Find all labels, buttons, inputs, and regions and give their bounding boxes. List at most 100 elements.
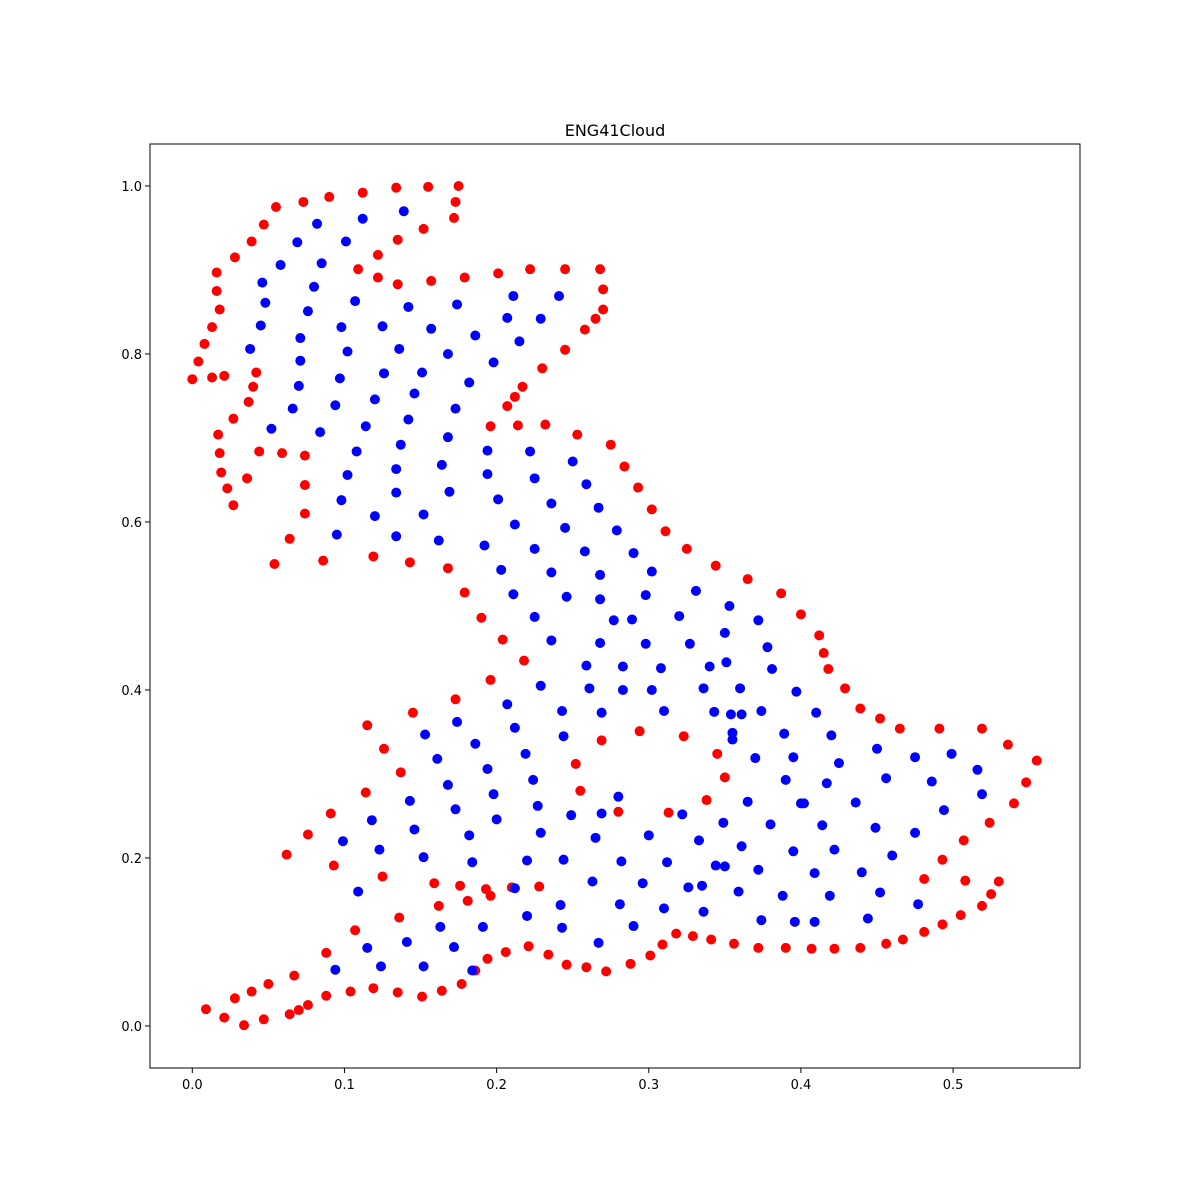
point-s1-191: [409, 824, 420, 835]
point-s1-64: [331, 529, 342, 540]
point-s1-79: [646, 566, 657, 577]
point-s1-218: [809, 916, 820, 927]
point-s0-20: [248, 381, 259, 392]
point-s0-177: [534, 881, 545, 892]
point-s0-57: [350, 925, 361, 936]
point-s1-205: [330, 964, 341, 975]
point-s0-165: [701, 795, 712, 806]
point-s0-104: [993, 876, 1004, 887]
point-s1-171: [856, 867, 867, 878]
point-s1-91: [640, 638, 651, 649]
point-s0-51: [325, 808, 336, 819]
point-s0-4: [324, 191, 335, 202]
point-s1-183: [509, 883, 520, 894]
point-s0-3: [357, 187, 368, 198]
point-s1-101: [767, 664, 778, 674]
point-s1-63: [418, 509, 429, 520]
point-s0-94: [806, 943, 817, 954]
y-tick-label: 0.2: [121, 852, 142, 867]
x-tick-label: 0.1: [334, 1078, 355, 1093]
point-s1-164: [777, 890, 788, 901]
point-s1-29: [488, 357, 499, 368]
point-s1-35: [417, 367, 428, 378]
point-s1-181: [522, 855, 533, 866]
point-s0-121: [818, 648, 829, 659]
point-s0-164: [663, 807, 674, 818]
point-s0-36: [318, 555, 329, 566]
point-s1-213: [683, 882, 694, 893]
point-s0-24: [214, 448, 225, 459]
point-s0-75: [436, 985, 447, 996]
y-tick-label: 0.8: [121, 348, 142, 363]
point-s1-138: [470, 738, 481, 749]
point-s1-15: [377, 321, 388, 332]
point-s1-26: [554, 291, 565, 302]
point-s0-117: [875, 713, 886, 724]
point-s1-47: [351, 446, 362, 457]
point-s0-112: [1031, 755, 1042, 766]
point-s1-176: [910, 827, 921, 838]
point-s0-95: [829, 943, 840, 954]
y-tick-label: 0.6: [121, 516, 142, 531]
point-s0-135: [512, 420, 523, 431]
point-s0-168: [678, 731, 689, 742]
point-s1-72: [496, 564, 507, 575]
point-s1-86: [674, 611, 685, 622]
point-s1-182: [522, 910, 533, 921]
point-s0-171: [433, 900, 444, 911]
point-s1-34: [379, 368, 390, 379]
point-s0-46: [407, 707, 418, 718]
point-s1-5: [275, 259, 286, 270]
point-s1-169: [824, 890, 835, 901]
point-s0-148: [525, 264, 536, 275]
point-s0-147: [560, 264, 571, 275]
point-s0-6: [270, 202, 281, 212]
point-s1-31: [442, 349, 453, 359]
point-s1-195: [477, 921, 488, 932]
point-s1-146: [535, 827, 546, 838]
point-s0-169: [634, 726, 645, 737]
point-s1-152: [643, 830, 654, 841]
point-s1-158: [718, 817, 729, 828]
point-s1-7: [257, 277, 268, 288]
point-s0-10: [211, 267, 222, 278]
point-s1-144: [528, 774, 539, 785]
point-s0-29: [254, 446, 265, 457]
point-s1-90: [595, 637, 606, 648]
point-s0-73: [392, 987, 403, 998]
point-s1-139: [482, 763, 493, 774]
point-s1-115: [756, 706, 767, 716]
point-s0-28: [242, 473, 253, 484]
point-s1-60: [336, 495, 347, 506]
point-s0-38: [404, 557, 415, 568]
point-s1-44: [403, 414, 414, 425]
point-s1-20: [342, 346, 353, 357]
point-s0-173: [462, 895, 473, 906]
point-s1-118: [833, 758, 844, 769]
point-s1-17: [452, 299, 463, 310]
point-s0-47: [362, 720, 373, 731]
point-s1-33: [334, 373, 345, 384]
point-s1-127: [850, 797, 861, 808]
point-s1-73: [529, 543, 540, 554]
point-s1-0: [398, 206, 409, 217]
point-s0-110: [1008, 798, 1019, 809]
point-s0-76: [456, 979, 467, 989]
point-s0-41: [476, 612, 487, 623]
point-s1-197: [374, 844, 385, 855]
point-s0-142: [579, 324, 590, 335]
point-s1-109: [735, 683, 746, 694]
point-s0-49: [395, 767, 406, 778]
point-s1-22: [426, 323, 437, 334]
point-s1-2: [312, 218, 323, 229]
point-s1-84: [640, 590, 651, 601]
point-s1-96: [581, 660, 592, 671]
point-s0-113: [1002, 739, 1013, 750]
point-s1-216: [733, 886, 744, 897]
point-s0-133: [572, 429, 583, 440]
point-s0-140: [537, 363, 548, 374]
point-s0-17: [207, 372, 218, 383]
point-s1-19: [295, 355, 306, 366]
point-s0-50: [360, 787, 371, 798]
point-s1-77: [546, 567, 557, 578]
